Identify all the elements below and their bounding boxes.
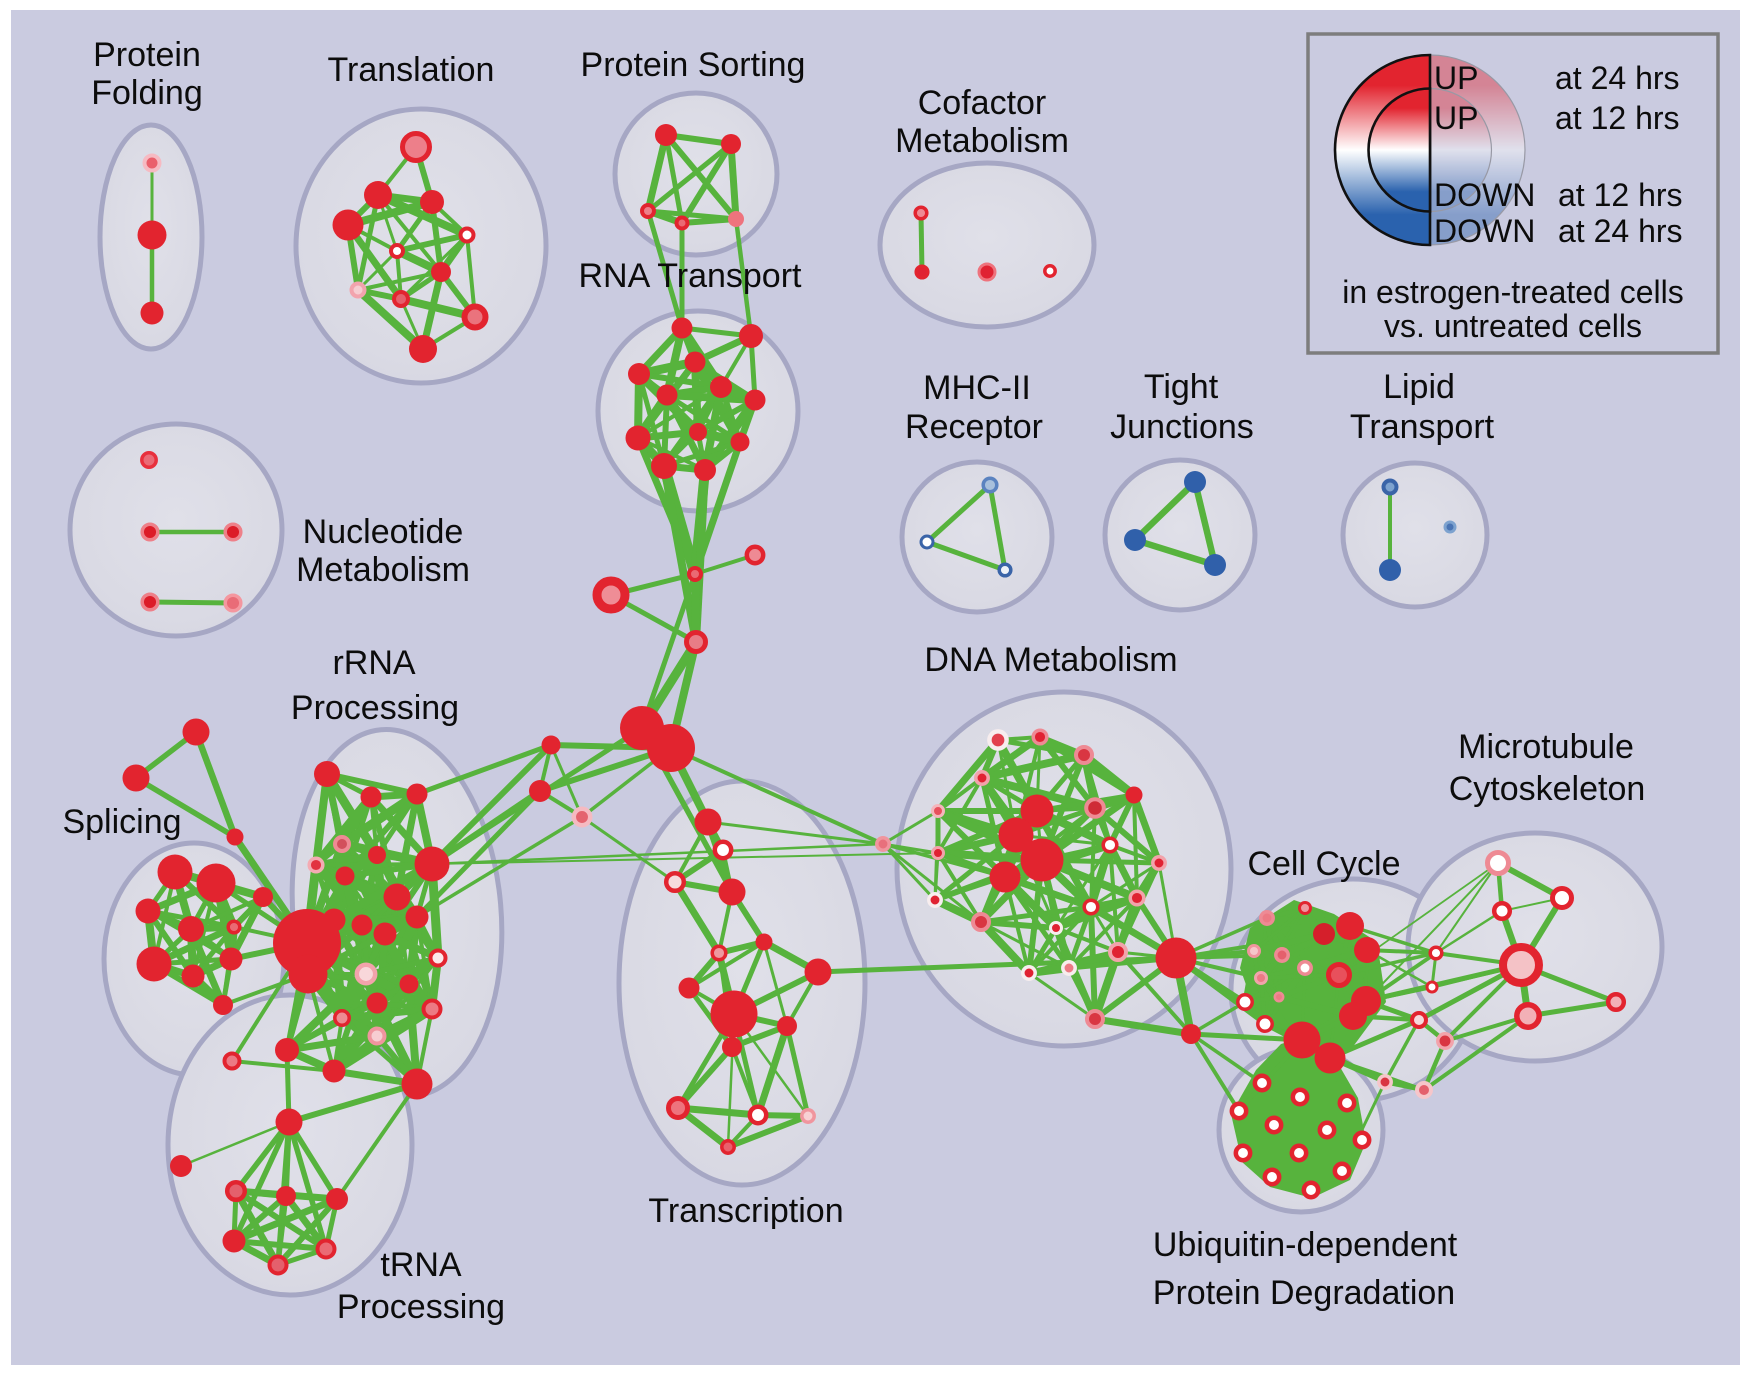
svg-text:Microtubule: Microtubule: [1458, 728, 1634, 766]
svg-text:Ubiquitin-dependent: Ubiquitin-dependent: [1153, 1226, 1458, 1264]
svg-text:Cell Cycle: Cell Cycle: [1247, 845, 1400, 883]
svg-text:Protein: Protein: [93, 36, 201, 74]
svg-text:Tight: Tight: [1144, 368, 1219, 406]
svg-text:Processing: Processing: [337, 1288, 505, 1326]
svg-text:Nucleotide: Nucleotide: [303, 513, 464, 551]
svg-text:in estrogen-treated cells: in estrogen-treated cells: [1342, 274, 1684, 310]
svg-text:RNA Transport: RNA Transport: [579, 257, 803, 295]
svg-text:Cofactor: Cofactor: [918, 84, 1047, 122]
svg-text:MHC-II: MHC-II: [923, 369, 1031, 407]
svg-text:Protein Degradation: Protein Degradation: [1153, 1274, 1455, 1312]
svg-text:Processing: Processing: [291, 689, 459, 727]
svg-text:Lipid: Lipid: [1383, 368, 1455, 406]
svg-text:tRNA: tRNA: [380, 1246, 462, 1284]
svg-text:Folding: Folding: [91, 74, 203, 112]
svg-text:rRNA: rRNA: [332, 644, 415, 682]
svg-text:Protein Sorting: Protein Sorting: [581, 46, 806, 84]
svg-text:at 12 hrs: at 12 hrs: [1555, 100, 1680, 136]
svg-text:DOWN: DOWN: [1434, 213, 1535, 249]
svg-text:at 24 hrs: at 24 hrs: [1558, 213, 1683, 249]
svg-text:Metabolism: Metabolism: [895, 122, 1069, 160]
svg-text:DNA Metabolism: DNA Metabolism: [924, 641, 1177, 679]
svg-text:DOWN: DOWN: [1434, 177, 1535, 213]
svg-text:UP: UP: [1434, 100, 1478, 136]
svg-text:vs. untreated cells: vs. untreated cells: [1384, 308, 1642, 344]
svg-text:Transport: Transport: [1350, 408, 1495, 446]
svg-text:Junctions: Junctions: [1110, 408, 1254, 446]
svg-text:Receptor: Receptor: [905, 408, 1043, 446]
svg-text:Transcription: Transcription: [648, 1192, 843, 1230]
svg-text:at 24 hrs: at 24 hrs: [1555, 60, 1680, 96]
svg-text:at 12 hrs: at 12 hrs: [1558, 177, 1683, 213]
svg-text:Splicing: Splicing: [62, 803, 181, 841]
svg-text:Translation: Translation: [328, 51, 495, 89]
svg-text:UP: UP: [1434, 60, 1478, 96]
svg-text:Cytoskeleton: Cytoskeleton: [1449, 770, 1646, 808]
svg-text:Metabolism: Metabolism: [296, 551, 470, 589]
